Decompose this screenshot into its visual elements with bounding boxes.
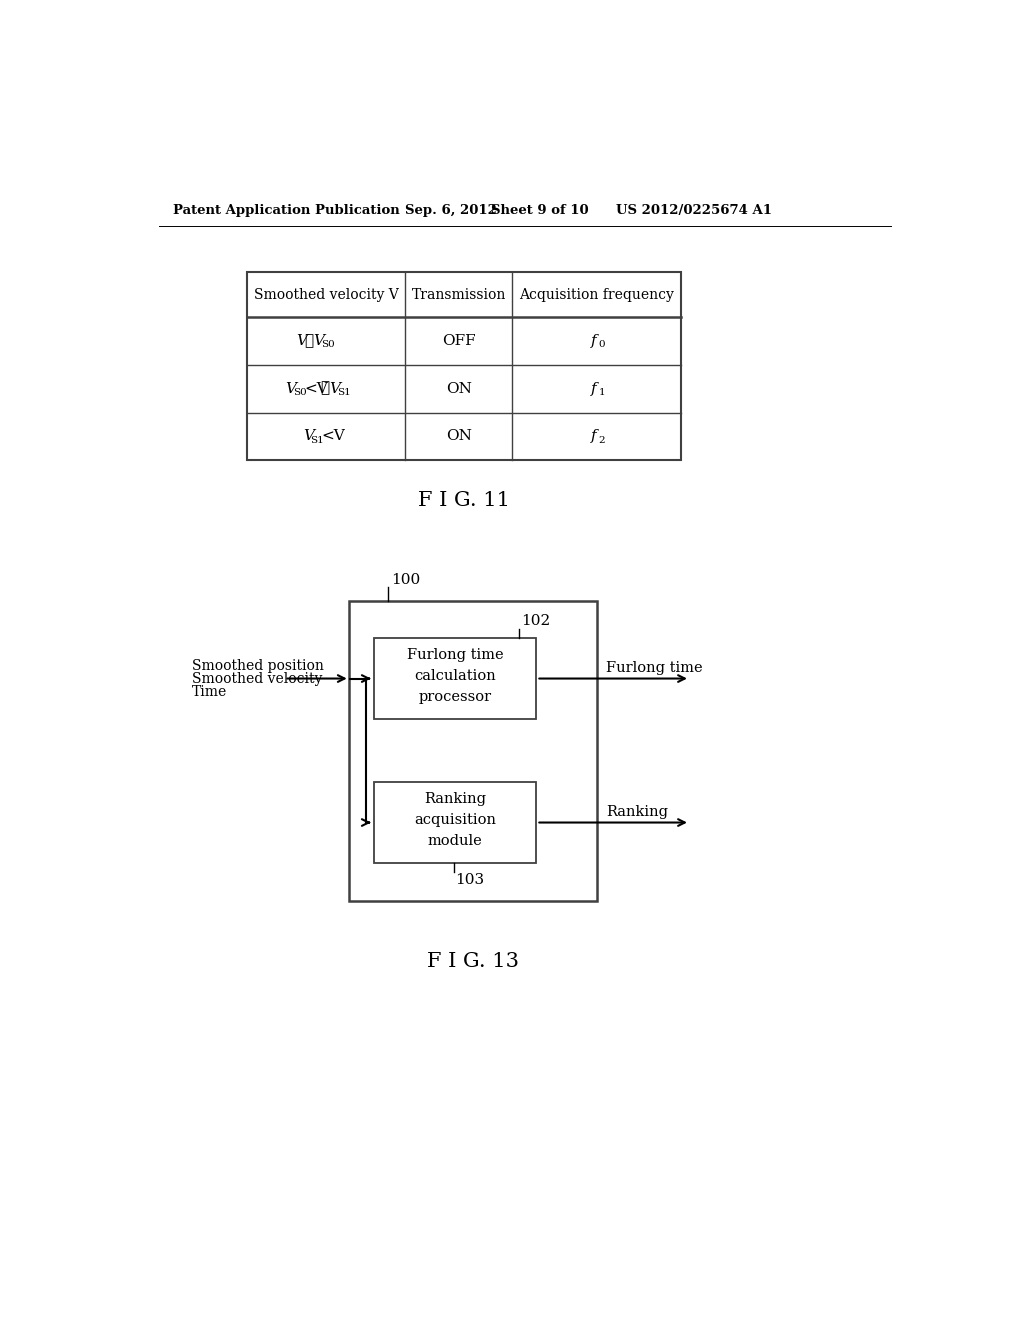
Text: Furlong time: Furlong time: [407, 648, 504, 663]
Text: 0: 0: [598, 341, 605, 350]
Text: S0: S0: [294, 388, 307, 397]
Text: ≦: ≦: [304, 334, 313, 348]
Text: 103: 103: [455, 873, 484, 887]
Text: Time: Time: [191, 685, 226, 700]
Text: Acquisition frequency: Acquisition frequency: [519, 288, 675, 302]
Text: ON: ON: [446, 429, 472, 444]
Text: calculation: calculation: [414, 669, 496, 682]
Bar: [374, 638, 537, 719]
Text: <V: <V: [322, 429, 345, 444]
Text: Smoothed velocity V: Smoothed velocity V: [254, 288, 398, 302]
Text: Furlong time: Furlong time: [606, 661, 702, 675]
Text: 2: 2: [598, 436, 605, 445]
Text: F I G. 11: F I G. 11: [418, 491, 510, 510]
Text: f: f: [591, 381, 596, 396]
Text: acquisition: acquisition: [414, 813, 496, 826]
Text: 100: 100: [391, 573, 421, 586]
Text: S1: S1: [310, 436, 325, 445]
Text: ≦: ≦: [319, 381, 329, 396]
Text: Smoothed position: Smoothed position: [191, 659, 324, 673]
Text: Sheet 9 of 10: Sheet 9 of 10: [490, 205, 589, 218]
Text: Sep. 6, 2012: Sep. 6, 2012: [406, 205, 498, 218]
Text: Ranking: Ranking: [606, 805, 669, 818]
Text: F I G. 13: F I G. 13: [427, 952, 519, 972]
Text: S1: S1: [337, 388, 350, 397]
Bar: [247, 272, 681, 461]
Text: OFF: OFF: [442, 334, 476, 348]
Text: f: f: [591, 334, 596, 348]
Text: 1: 1: [598, 388, 605, 397]
Text: V: V: [313, 334, 325, 348]
Bar: [374, 781, 537, 863]
Text: module: module: [428, 834, 482, 847]
Text: Ranking: Ranking: [424, 792, 486, 807]
Text: processor: processor: [419, 689, 492, 704]
Text: Patent Application Publication: Patent Application Publication: [173, 205, 399, 218]
Text: V: V: [297, 334, 307, 348]
Text: <V: <V: [304, 381, 328, 396]
Text: V: V: [329, 381, 340, 396]
Bar: [349, 601, 597, 902]
Text: V: V: [286, 381, 297, 396]
Text: S0: S0: [322, 341, 335, 350]
Text: Transmission: Transmission: [412, 288, 506, 302]
Text: US 2012/0225674 A1: US 2012/0225674 A1: [616, 205, 772, 218]
Text: 102: 102: [521, 614, 550, 628]
Text: ON: ON: [446, 381, 472, 396]
Text: V: V: [303, 429, 313, 444]
Text: Smoothed velocity: Smoothed velocity: [191, 672, 322, 686]
Text: f: f: [591, 429, 596, 444]
